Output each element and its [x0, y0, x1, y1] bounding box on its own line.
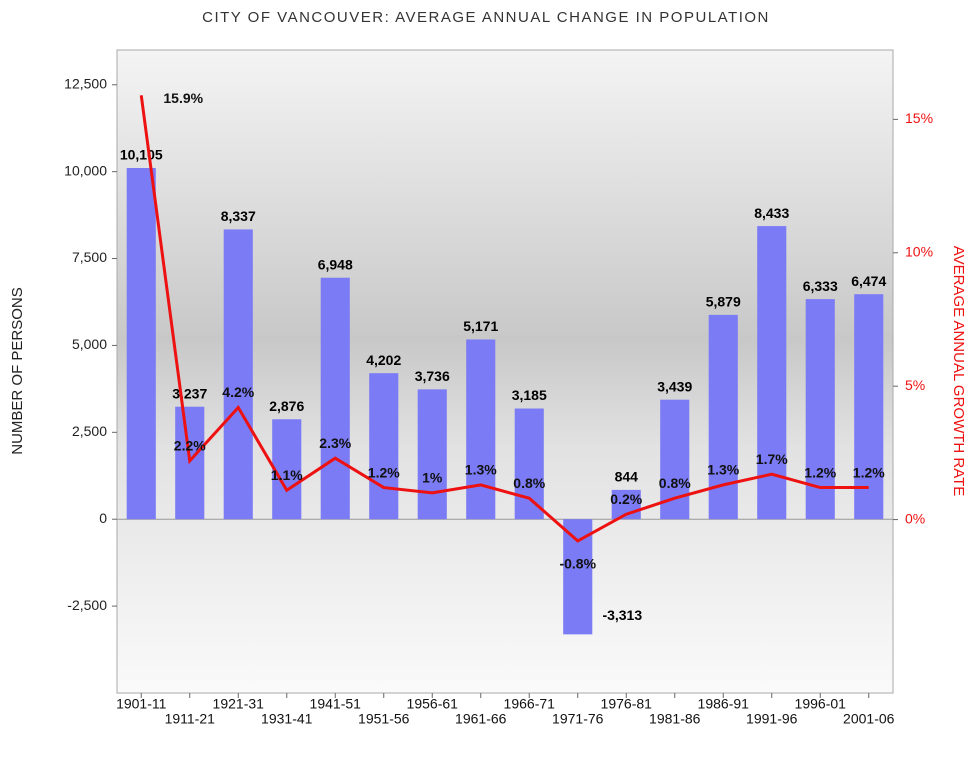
line-value-label: 2.2% — [174, 438, 206, 454]
x-tick-label: 1966-71 — [504, 696, 556, 712]
line-value-label: 1.7% — [756, 451, 788, 467]
y2-tick-label: 5% — [905, 377, 925, 393]
bar-value-label: 3,185 — [512, 387, 547, 403]
bar-value-label: 844 — [615, 469, 639, 485]
bar-value-label: 6,333 — [803, 278, 838, 294]
bar — [224, 229, 253, 519]
x-tick-label: 1901-11 — [116, 696, 167, 712]
y-tick-label: 2,500 — [72, 423, 107, 439]
bar — [321, 278, 350, 519]
line-value-label: 1.3% — [707, 462, 739, 478]
line-value-label: 1.2% — [368, 464, 400, 480]
y2-tick-label: 15% — [905, 110, 933, 126]
bar-value-label: 3,439 — [657, 378, 692, 394]
bar-value-label: 2,876 — [269, 398, 304, 414]
bar-value-label: 6,948 — [318, 256, 353, 272]
bar — [418, 389, 447, 519]
bar — [515, 409, 544, 520]
x-tick-label: 1931-41 — [261, 711, 313, 727]
bar-value-label: 6,474 — [851, 273, 886, 289]
bar — [369, 373, 398, 519]
y-tick-label: -2,500 — [67, 597, 107, 613]
line-value-label: 1.1% — [271, 467, 303, 483]
y-tick-label: 7,500 — [72, 249, 107, 265]
y-axis-title: NUMBER OF PERSONS — [9, 287, 26, 455]
y2-tick-label: 0% — [905, 510, 925, 526]
line-value-label: 0.8% — [659, 475, 691, 491]
x-tick-label: 1921-31 — [213, 696, 265, 712]
bar-value-label: 8,433 — [754, 205, 789, 221]
line-value-label: 1% — [422, 470, 443, 486]
line-value-label: 1.2% — [853, 464, 885, 480]
y-tick-label: 10,000 — [64, 162, 107, 178]
y-tick-label: 0 — [99, 510, 107, 526]
line-value-label: -0.8% — [559, 556, 596, 572]
x-tick-label: 1971-76 — [552, 711, 604, 727]
bar-value-label: 5,879 — [706, 294, 741, 310]
x-tick-label: 1941-51 — [310, 696, 362, 712]
bar-value-label: 10,105 — [120, 147, 163, 163]
bar-value-label: 5,171 — [463, 318, 498, 334]
chart-title: CITY OF VANCOUVER: AVERAGE ANNUAL CHANGE… — [202, 9, 770, 26]
y2-tick-label: 10% — [905, 243, 933, 259]
line-value-label: 15.9% — [163, 90, 203, 106]
line-value-label: 1.2% — [804, 464, 836, 480]
bar-value-label: 3,736 — [415, 368, 450, 384]
x-tick-label: 2001-06 — [843, 711, 895, 727]
bar-value-label: 4,202 — [366, 352, 401, 368]
x-tick-label: 1961-66 — [455, 711, 507, 727]
bar — [466, 339, 495, 519]
y-tick-label: 5,000 — [72, 336, 107, 352]
x-tick-label: 1996-01 — [795, 696, 847, 712]
chart: CITY OF VANCOUVER: AVERAGE ANNUAL CHANGE… — [0, 0, 973, 756]
line-value-label: 0.2% — [610, 491, 642, 507]
bar-value-label: 3,237 — [172, 385, 207, 401]
x-tick-label: 1986-91 — [698, 696, 750, 712]
bar — [854, 294, 883, 519]
line-value-label: 1.3% — [465, 462, 497, 478]
x-tick-label: 1956-61 — [407, 696, 459, 712]
x-tick-label: 1991-96 — [746, 711, 798, 727]
x-tick-label: 1976-81 — [601, 696, 653, 712]
x-tick-label: 1981-86 — [649, 711, 701, 727]
line-value-label: 4.2% — [222, 384, 254, 400]
bar-value-label: -3,313 — [602, 607, 642, 623]
x-tick-label: 1911-21 — [165, 711, 216, 727]
y2-axis-title: AVERAGE ANNUAL GROWTH RATE — [950, 246, 967, 497]
bar — [127, 168, 156, 519]
x-tick-label: 1951-56 — [358, 711, 410, 727]
line-value-label: 2.3% — [319, 435, 351, 451]
line-value-label: 0.8% — [513, 475, 545, 491]
bar-value-label: 8,337 — [221, 208, 256, 224]
y-tick-label: 12,500 — [64, 75, 107, 91]
